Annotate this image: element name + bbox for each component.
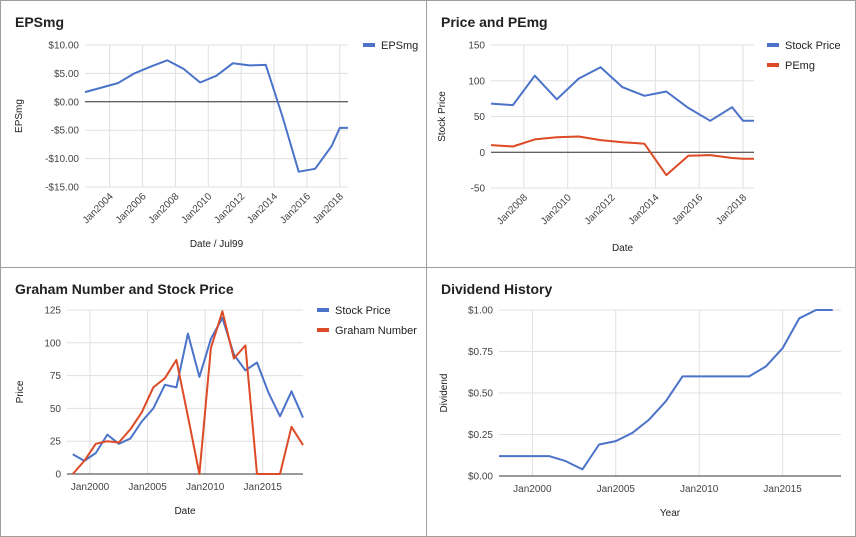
y-tick-label: $1.00 <box>468 306 493 317</box>
y-tick-label: 0 <box>55 470 61 481</box>
x-tick-label: Jan2010 <box>539 192 574 227</box>
y-axis-label: Dividend <box>439 374 450 413</box>
x-tick-label: Jan2005 <box>128 482 167 493</box>
legend-swatch <box>317 308 329 312</box>
y-tick-label: 125 <box>44 306 61 317</box>
y-tick-label: $10.00 <box>48 41 79 52</box>
series-line-0 <box>72 316 304 462</box>
y-tick-label: $0.25 <box>468 430 493 441</box>
legend-entry: EPSmg <box>381 40 418 52</box>
eps-chart: EPSmg $10.00 $5.00 $0.00 -$5.00 -$10.00 -$15.0… <box>14 14 418 250</box>
price_pe-chart: Price and PEmg 150 100 50 0 -50 Jan2008 Jan2010… <box>437 14 841 254</box>
x-tick-label: Jan2014 <box>627 192 662 227</box>
y-axis-label: EPSmg <box>14 99 25 133</box>
y-tick-label: 0 <box>479 148 485 159</box>
y-tick-label: $0.00 <box>468 472 493 483</box>
chart-title: EPSmg <box>15 14 64 30</box>
y-tick-label: 50 <box>474 112 486 123</box>
y-tick-label: 100 <box>468 76 485 87</box>
y-tick-label: -$10.00 <box>45 154 79 165</box>
x-tick-label: Jan2018 <box>714 192 749 227</box>
series-line-1 <box>490 135 754 177</box>
x-tick-label: Jan2006 <box>114 191 149 226</box>
eps-chart-panel: EPSmg $10.00 $5.00 $0.00 -$5.00 -$10.00 -$15.0… <box>0 0 427 268</box>
y-tick-label: 50 <box>50 404 62 415</box>
x-axis-label: Date / Jul99 <box>190 239 244 250</box>
legend-entry: PEmg <box>785 60 815 72</box>
y-tick-label: -50 <box>471 184 486 195</box>
x-tick-label: Jan2008 <box>147 191 182 226</box>
x-tick-label: Jan2004 <box>81 191 116 226</box>
x-tick-label: Jan2015 <box>244 482 283 493</box>
graham-chart-panel: Graham Number and Stock Price 125 100 75 50 2… <box>0 267 427 537</box>
legend-swatch <box>767 63 779 67</box>
x-axis-label: Year <box>660 508 681 519</box>
y-tick-label: $5.00 <box>54 69 79 80</box>
series-line-1 <box>72 310 304 475</box>
x-axis-label: Date <box>174 506 196 517</box>
x-tick-label: Jan2018 <box>311 191 346 226</box>
x-tick-label: Jan2000 <box>513 484 552 495</box>
y-tick-label: 75 <box>50 371 62 382</box>
x-tick-label: Jan2005 <box>597 484 636 495</box>
legend-entry: Stock Price <box>785 40 841 52</box>
y-tick-label: $0.50 <box>468 389 493 400</box>
legend-swatch <box>363 43 375 47</box>
x-tick-label: Jan2015 <box>763 484 802 495</box>
x-tick-label: Jan2008 <box>495 192 530 227</box>
price-pe-chart-panel: Price and PEmg 150 100 50 0 -50 Jan2008 Jan2010… <box>426 0 856 268</box>
x-tick-label: Jan2000 <box>71 482 110 493</box>
x-tick-label: Jan2016 <box>278 191 313 226</box>
y-tick-label: 150 <box>468 41 485 52</box>
y-tick-label: -$15.00 <box>45 183 79 194</box>
dividend-chart-panel: Dividend History $1.00 $0.75 $0.50 $0.25 $0.0… <box>426 267 856 537</box>
x-tick-label: Jan2012 <box>583 192 618 227</box>
x-tick-label: Jan2010 <box>186 482 225 493</box>
y-tick-label: $0.00 <box>54 97 79 108</box>
series-line-0 <box>490 66 754 122</box>
chart-title: Price and PEmg <box>441 14 548 30</box>
x-tick-label: Jan2012 <box>212 191 247 226</box>
x-tick-label: Jan2010 <box>680 484 719 495</box>
graham-chart: Graham Number and Stock Price 125 100 75 50 2… <box>15 281 417 517</box>
series-line-0 <box>84 59 348 173</box>
x-axis-label: Date <box>612 243 634 254</box>
series-line-0 <box>499 309 833 471</box>
y-tick-label: -$5.00 <box>51 126 80 137</box>
legend-entry: Stock Price <box>335 305 391 317</box>
chart-title: Dividend History <box>441 281 552 297</box>
y-tick-label: 100 <box>44 338 61 349</box>
legend-swatch <box>767 43 779 47</box>
x-tick-label: Jan2016 <box>670 192 705 227</box>
y-tick-label: 25 <box>50 437 62 448</box>
x-tick-label: Jan2010 <box>179 191 214 226</box>
y-axis-label: Price <box>15 380 26 403</box>
legend-entry: Graham Number <box>335 325 417 337</box>
y-tick-label: $0.75 <box>468 347 493 358</box>
legend-swatch <box>317 328 329 332</box>
chart-title: Graham Number and Stock Price <box>15 281 234 297</box>
x-tick-label: Jan2014 <box>245 191 280 226</box>
dividend-chart: Dividend History $1.00 $0.75 $0.50 $0.25 $0.0… <box>439 281 841 519</box>
y-axis-label: Stock Price <box>437 91 448 142</box>
